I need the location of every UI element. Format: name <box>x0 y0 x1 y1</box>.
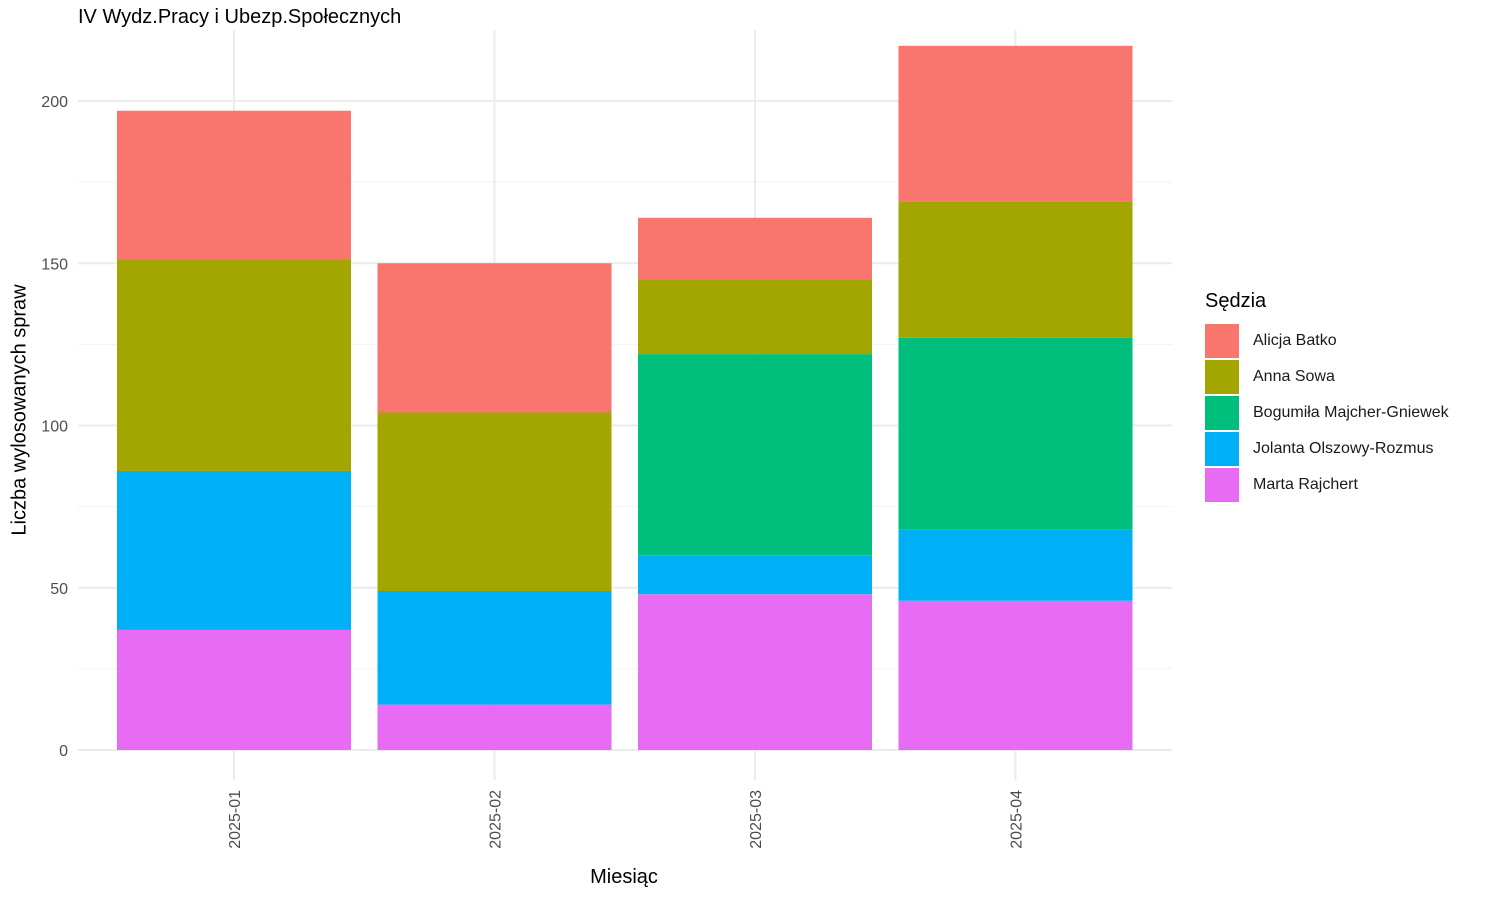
bar-segment <box>638 279 872 355</box>
legend-key-marta-rajchert <box>1205 468 1239 502</box>
y-tick-label: 0 <box>59 743 68 760</box>
bar-segment <box>117 260 351 471</box>
bar-segment <box>898 201 1133 338</box>
x-tick-label: 2025-01 <box>227 790 244 849</box>
legend-label: Jolanta Olszowy-Rozmus <box>1253 440 1434 457</box>
bar-segment <box>898 45 1133 202</box>
legend-key-bogumila-majcher-gniewek <box>1205 396 1239 430</box>
legend-title: Sędzia <box>1205 290 1267 312</box>
legend-item: Jolanta Olszowy-Rozmus <box>1205 431 1449 467</box>
x-tick-label: 2025-02 <box>488 790 505 849</box>
bar-segment <box>117 629 351 750</box>
legend-key-alicja-batko <box>1205 324 1239 358</box>
legend-label: Anna Sowa <box>1253 368 1335 385</box>
chart-title: IV Wydz.Pracy i Ubezp.Społecznych <box>78 6 402 28</box>
legend: Sędzia Alicja Batko Anna Sowa Bogumiła M… <box>1205 290 1449 503</box>
bar-segment <box>898 529 1133 601</box>
y-tick-label: 150 <box>41 256 68 273</box>
legend-key-anna-sowa <box>1205 360 1239 394</box>
bar-segment <box>377 704 612 750</box>
legend-label: Marta Rajchert <box>1253 476 1358 493</box>
bar-segment <box>638 217 872 280</box>
y-tick-label: 200 <box>41 94 68 111</box>
bar-segment <box>638 594 872 750</box>
x-tick-label: 2025-04 <box>1009 790 1026 849</box>
bar-segment <box>898 337 1133 530</box>
bar-segment <box>638 354 872 556</box>
y-tick-label: 100 <box>41 419 68 436</box>
legend-key-jolanta-olszowy-rozmus <box>1205 432 1239 466</box>
x-tick-label: 2025-03 <box>748 790 765 849</box>
legend-label: Bogumiła Majcher-Gniewek <box>1253 404 1449 421</box>
bar-segment <box>638 555 872 595</box>
legend-item: Marta Rajchert <box>1205 467 1449 503</box>
legend-label: Alicja Batko <box>1253 332 1337 349</box>
x-axis-label: Miesiąc <box>590 866 658 888</box>
bar-segment <box>117 110 351 261</box>
bar-segment <box>377 590 612 705</box>
legend-item: Alicja Batko <box>1205 323 1449 359</box>
tick-layer: 0 50 100 150 200 2025-01 2025-02 2025-03 2025-04 <box>41 94 1025 849</box>
bar-segment <box>117 470 351 630</box>
legend-item: Bogumiła Majcher-Gniewek <box>1205 395 1449 431</box>
legend-item: Anna Sowa <box>1205 359 1449 395</box>
bar-segment <box>377 263 612 413</box>
y-tick-label: 50 <box>50 581 68 598</box>
bar-segment <box>377 412 612 591</box>
bar-segment <box>898 600 1133 750</box>
y-axis-label: Liczba wylosowanych spraw <box>8 284 31 536</box>
bar-layer <box>117 45 1133 750</box>
